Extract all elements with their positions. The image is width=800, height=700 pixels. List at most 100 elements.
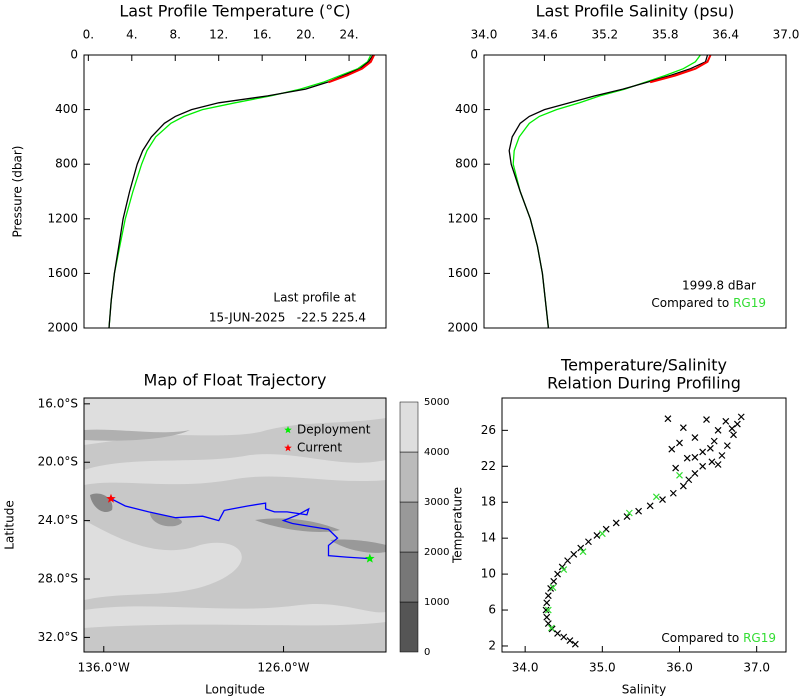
scatter-point — [579, 548, 587, 556]
x-tick-label: 37.0 — [773, 28, 800, 42]
y-tick-label: 1600 — [447, 266, 478, 280]
scatter-point — [668, 445, 676, 453]
y-tick-label: 1600 — [47, 266, 78, 280]
x-tick-label: 0. — [83, 28, 94, 42]
x-tick-label: 35.0 — [589, 661, 616, 675]
scatter-point — [699, 462, 707, 470]
scatter-point — [566, 637, 574, 645]
scatter-point — [593, 532, 601, 539]
x-tick-label: 4. — [126, 28, 137, 42]
depth-note: 1999.8 dBar — [682, 279, 756, 293]
scatter-point — [652, 493, 660, 501]
x-tick-label: 36.0 — [666, 661, 693, 675]
compared-label: Compared to — [661, 631, 739, 645]
profile-line — [328, 54, 375, 84]
scatter-point — [577, 544, 585, 552]
scatter-point — [571, 640, 579, 648]
scatter-point — [544, 620, 552, 627]
legend-symbol — [284, 444, 292, 452]
scatter-point — [554, 629, 561, 637]
colorbar-label: 2000 — [424, 547, 449, 558]
y-tick-label: 2000 — [447, 321, 478, 335]
scatter-point — [723, 442, 731, 450]
y-tick-label: 26 — [481, 423, 496, 437]
x-tick-label: 36.4 — [712, 28, 739, 42]
scatter-point — [691, 434, 699, 441]
x-axis-label: Salinity — [622, 683, 666, 697]
plot-frame — [501, 397, 787, 653]
x-tick-label: 136.0°W — [78, 661, 130, 675]
scatter-point — [625, 509, 633, 517]
scatter-point — [708, 458, 716, 466]
scatter-point — [703, 416, 710, 423]
y-tick-label: 28.0°S — [38, 572, 78, 586]
x-tick-label: 34.6 — [531, 28, 558, 42]
scatter-point — [547, 624, 555, 632]
y-tick-label: 0 — [70, 48, 78, 62]
plot-frame — [83, 54, 387, 329]
scatter-point — [669, 489, 677, 497]
scatter-point — [691, 470, 699, 477]
scatter-point — [685, 476, 693, 484]
legend-symbol — [284, 426, 292, 434]
profile-line — [512, 54, 701, 329]
annotation: 15-JUN-2025 -22.5 225.4 — [209, 311, 366, 325]
chart-title: Temperature/Salinity — [560, 356, 727, 375]
colorbar-band — [399, 401, 419, 453]
scatter-point — [722, 417, 730, 425]
reference-note: Compared to RG19 — [661, 631, 776, 645]
chart-title: Relation During Profiling — [547, 374, 741, 393]
colorbar-band — [399, 451, 419, 503]
colorbar-label: 5000 — [424, 397, 449, 408]
profile-line — [649, 54, 712, 84]
y-tick-label: 14 — [481, 531, 496, 545]
y-tick-label: 6 — [488, 603, 496, 617]
colorbar-band — [399, 601, 419, 653]
scatter-point — [659, 496, 666, 503]
scatter-point — [543, 613, 551, 621]
profile-line — [108, 54, 372, 329]
reference-name: RG19 — [743, 631, 776, 645]
scatter-point — [672, 464, 680, 472]
scatter-point — [564, 557, 572, 565]
scatter-point — [544, 592, 552, 600]
plot-frame — [483, 54, 787, 329]
plot-frame — [83, 397, 387, 653]
x-tick-label: 34.0 — [512, 661, 539, 675]
x-tick-label: 20. — [296, 28, 315, 42]
scatter-point — [733, 420, 741, 428]
scatter-point — [560, 633, 568, 641]
scatter-point — [664, 415, 672, 423]
scatter-point — [710, 437, 718, 445]
scatter-point — [676, 471, 683, 479]
y-tick-label: 24.0°S — [38, 513, 78, 527]
y-tick-label: 0 — [470, 48, 478, 62]
x-tick-label: 126.0°W — [257, 661, 309, 675]
colorbar-band — [399, 551, 419, 603]
trajectory — [110, 498, 370, 560]
x-tick-label: 24. — [340, 28, 359, 42]
reference-note: Compared to RG19 — [651, 296, 766, 310]
scatter-point — [679, 424, 687, 432]
scatter-point — [585, 538, 592, 546]
scatter-point — [737, 413, 745, 421]
y-tick-label: 18 — [481, 495, 496, 509]
colorbar-label: 0 — [424, 647, 430, 658]
scatter-point — [714, 426, 722, 434]
x-tick-label: 8. — [170, 28, 181, 42]
legend-label: Deployment — [297, 423, 371, 437]
chart-title: Last Profile Salinity (psu) — [536, 2, 735, 21]
compared-label: Compared to — [651, 296, 729, 310]
legend-label: Current — [297, 441, 342, 455]
scatter-point — [730, 431, 737, 439]
float-marker — [365, 553, 375, 563]
y-tick-label: 800 — [455, 157, 478, 171]
profile-line — [108, 54, 374, 329]
x-tick-label: 12. — [209, 28, 228, 42]
colorbar-label: 3000 — [424, 497, 449, 508]
scatter-point — [679, 482, 687, 490]
y-axis-label: Temperature — [451, 487, 465, 564]
x-axis-label: Longitude — [205, 683, 265, 697]
scatter-point — [683, 454, 691, 462]
